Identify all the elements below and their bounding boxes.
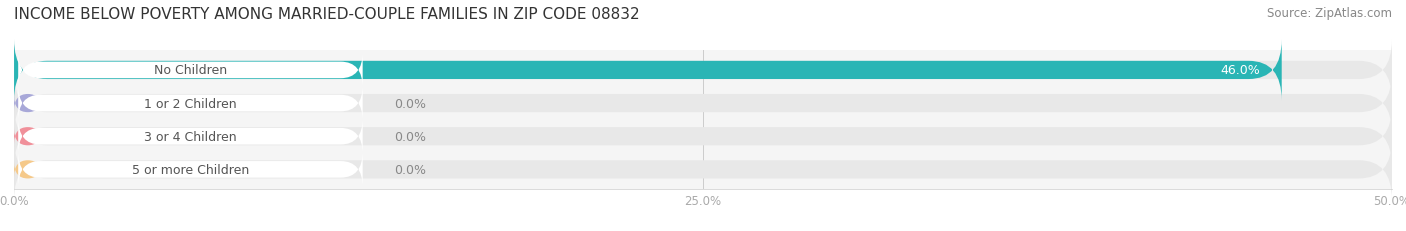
Text: 3 or 4 Children: 3 or 4 Children: [145, 130, 236, 143]
FancyBboxPatch shape: [14, 139, 1392, 200]
Text: 46.0%: 46.0%: [1220, 64, 1260, 77]
Text: 0.0%: 0.0%: [394, 97, 426, 110]
Text: No Children: No Children: [153, 64, 226, 77]
Text: Source: ZipAtlas.com: Source: ZipAtlas.com: [1267, 7, 1392, 20]
FancyBboxPatch shape: [14, 161, 42, 179]
FancyBboxPatch shape: [14, 40, 1392, 101]
Text: 0.0%: 0.0%: [394, 130, 426, 143]
Text: 5 or more Children: 5 or more Children: [132, 163, 249, 176]
FancyBboxPatch shape: [14, 40, 1282, 101]
FancyBboxPatch shape: [14, 128, 42, 146]
FancyBboxPatch shape: [18, 52, 363, 89]
FancyBboxPatch shape: [14, 106, 1392, 167]
FancyBboxPatch shape: [18, 85, 363, 122]
FancyBboxPatch shape: [18, 152, 363, 188]
Text: INCOME BELOW POVERTY AMONG MARRIED-COUPLE FAMILIES IN ZIP CODE 08832: INCOME BELOW POVERTY AMONG MARRIED-COUPL…: [14, 7, 640, 22]
FancyBboxPatch shape: [14, 94, 42, 113]
FancyBboxPatch shape: [14, 73, 1392, 134]
Text: 1 or 2 Children: 1 or 2 Children: [145, 97, 236, 110]
Text: 0.0%: 0.0%: [394, 163, 426, 176]
FancyBboxPatch shape: [18, 119, 363, 155]
